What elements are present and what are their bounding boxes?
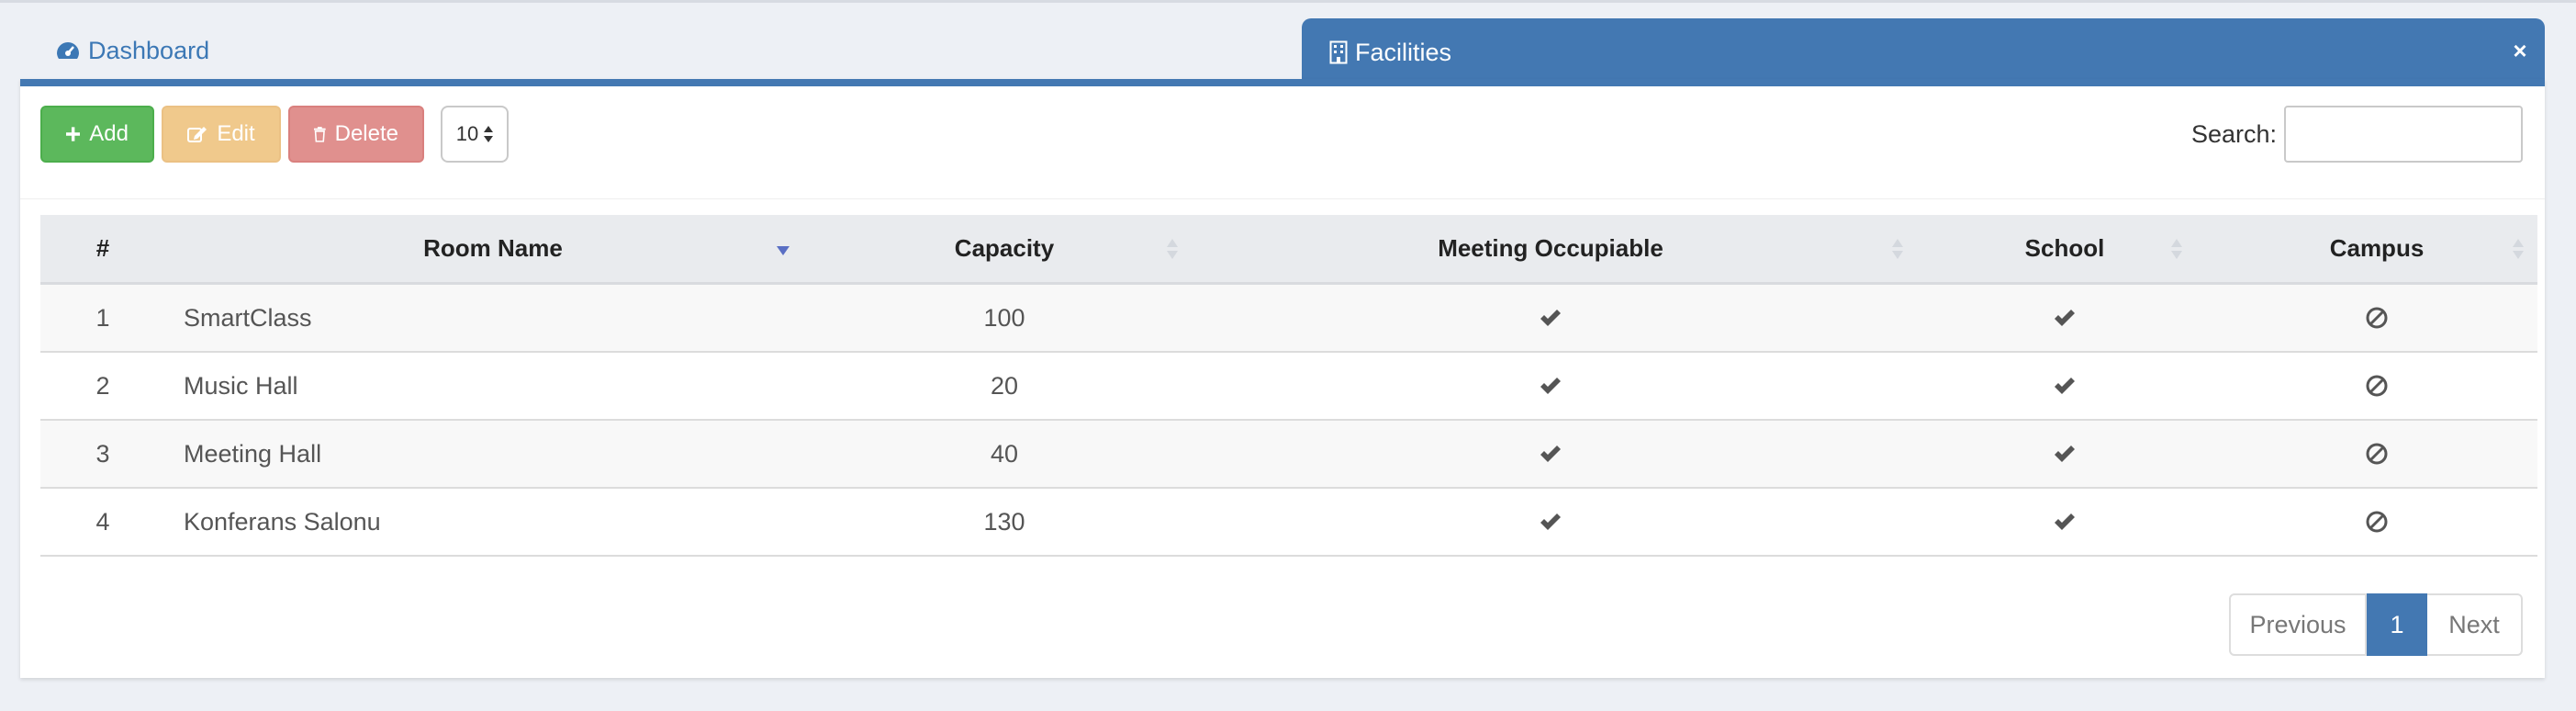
cell-meeting-occupiable (1188, 421, 1913, 487)
column-header-label: Capacity (954, 234, 1055, 262)
cell-school (1913, 489, 2216, 555)
sort-icon (1892, 238, 1903, 259)
cell-room-name: SmartClass (184, 303, 312, 332)
table-header: # Room Name Capacity Meeting Occupiable (40, 215, 2537, 285)
column-header-label: School (2024, 234, 2105, 262)
cell-meeting-occupiable (1188, 489, 1913, 555)
cell-number: 4 (95, 507, 110, 536)
facilities-table: # Room Name Capacity Meeting Occupiable (40, 215, 2537, 557)
tab-facilities[interactable]: Facilities × (1302, 18, 2545, 86)
toolbar: Add Edit Delete 10 (40, 105, 509, 164)
page-size-select[interactable]: 10 (441, 106, 509, 163)
search-input[interactable] (2284, 106, 2523, 163)
pagination: Previous 1 Next (2229, 593, 2523, 656)
cell-campus (2216, 489, 2537, 555)
add-button[interactable]: Add (40, 106, 154, 163)
trash-icon (314, 127, 326, 142)
table-body: 1 SmartClass 100 2 Music Hall 20 3 Meeting Hall… (40, 285, 2537, 557)
check-icon (2055, 514, 2075, 530)
ban-icon (2366, 375, 2388, 397)
ban-icon (2366, 443, 2388, 465)
select-arrows-icon (484, 126, 494, 142)
column-header-school[interactable]: School (1913, 215, 2216, 282)
facilities-panel: Add Edit Delete 10 Search: (20, 79, 2545, 678)
check-icon (2055, 378, 2075, 394)
edit-button[interactable]: Edit (162, 106, 281, 163)
cell-capacity: 20 (990, 371, 1019, 400)
search-label: Search: (2190, 119, 2277, 148)
check-icon (2055, 446, 2075, 462)
page-1-button[interactable]: 1 (2367, 593, 2427, 656)
cell-campus (2216, 285, 2537, 351)
cell-room-name: Meeting Hall (184, 439, 322, 468)
column-header-label: Meeting Occupiable (1438, 234, 1663, 262)
cell-number: 1 (95, 303, 110, 332)
add-button-label: Add (89, 121, 129, 146)
column-header-label: Room Name (423, 234, 563, 262)
cell-meeting-occupiable (1188, 285, 1913, 351)
plus-icon (66, 127, 81, 141)
cell-meeting-occupiable (1188, 353, 1913, 419)
cell-number: 2 (95, 371, 110, 400)
sort-icon (2513, 238, 2524, 259)
sort-icon (1167, 238, 1178, 259)
table-row[interactable]: 4 Konferans Salonu 130 (40, 489, 2537, 557)
search-area: Search: (2191, 105, 2523, 164)
check-icon (1540, 310, 1561, 326)
check-icon (1540, 446, 1561, 462)
cell-room-name: Konferans Salonu (184, 507, 381, 536)
check-icon (2055, 310, 2075, 326)
cell-number: 3 (95, 439, 110, 468)
previous-page-button[interactable]: Previous (2229, 593, 2367, 656)
cell-campus (2216, 353, 2537, 419)
cell-school (1913, 353, 2216, 419)
cell-capacity: 130 (983, 507, 1025, 536)
cell-campus (2216, 421, 2537, 487)
column-header-label: # (95, 234, 110, 262)
check-icon (1540, 514, 1561, 530)
table-row[interactable]: 1 SmartClass 100 (40, 285, 2537, 353)
cell-school (1913, 285, 2216, 351)
close-icon[interactable]: × (2513, 37, 2527, 64)
tab-dashboard-label: Dashboard (88, 36, 210, 64)
toolbar-divider (20, 198, 2545, 199)
ban-icon (2366, 307, 2388, 329)
column-header-capacity[interactable]: Capacity (821, 215, 1188, 282)
dashboard-icon (57, 42, 79, 59)
delete-button-label: Delete (334, 121, 398, 146)
tab-dashboard[interactable]: Dashboard (55, 26, 209, 75)
cell-capacity: 100 (983, 303, 1025, 332)
column-header-number[interactable]: # (40, 215, 165, 282)
sort-desc-icon (777, 245, 790, 255)
check-icon (1540, 378, 1561, 394)
column-header-campus[interactable]: Campus (2216, 215, 2537, 282)
table-row[interactable]: 2 Music Hall 20 (40, 353, 2537, 421)
next-page-button[interactable]: Next (2427, 593, 2523, 656)
edit-icon (187, 127, 207, 142)
column-header-label: Campus (2329, 234, 2425, 262)
cell-room-name: Music Hall (184, 371, 298, 400)
edit-button-label: Edit (217, 121, 255, 146)
cell-capacity: 40 (990, 439, 1019, 468)
delete-button[interactable]: Delete (288, 106, 424, 163)
page-size-value: 10 (455, 122, 479, 145)
tab-facilities-label: Facilities (1355, 38, 1452, 66)
table-row[interactable]: 3 Meeting Hall 40 (40, 421, 2537, 489)
ban-icon (2366, 511, 2388, 533)
cell-school (1913, 421, 2216, 487)
building-icon (1329, 40, 1348, 64)
column-header-meeting-occupiable[interactable]: Meeting Occupiable (1188, 215, 1913, 282)
sort-icon (2171, 238, 2182, 259)
column-header-room-name[interactable]: Room Name (165, 215, 821, 282)
top-border (0, 0, 2576, 3)
